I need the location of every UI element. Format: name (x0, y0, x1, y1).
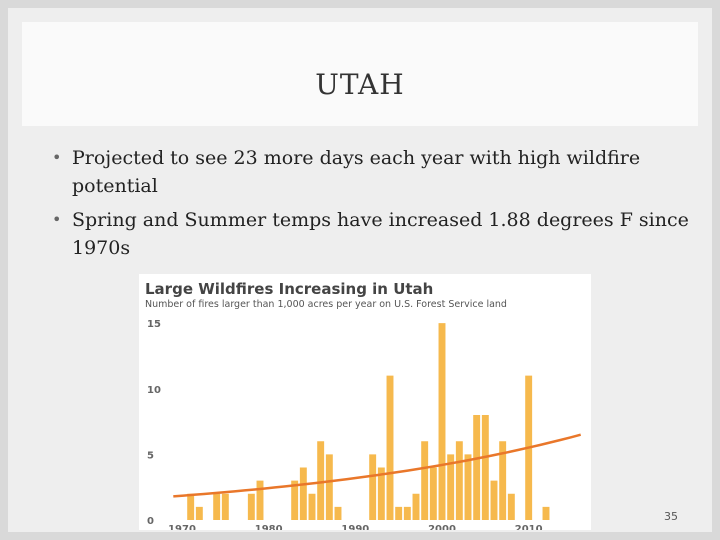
bar-1997 (412, 493, 420, 520)
bullet-dot-icon: • (52, 210, 62, 229)
bar-1998 (421, 441, 429, 520)
chart-subtitle: Number of fires larger than 1,000 acres … (145, 299, 507, 310)
bar-2003 (464, 454, 472, 520)
trend-line (173, 433, 582, 498)
bar-1996 (403, 506, 411, 520)
bar-1979 (256, 480, 264, 520)
bar-1971 (187, 493, 195, 520)
slide-title: UTAH (315, 68, 405, 101)
bar-1986 (317, 441, 325, 520)
bullet-dot-icon: • (52, 148, 62, 167)
bar-1987 (325, 454, 333, 520)
wildfire-chart: 0 5 10 15 1970 1980 1990 2000 2010 Large Wildfir… (139, 274, 591, 530)
bar-2008 (507, 493, 515, 520)
bar-2007 (499, 441, 507, 520)
x-tick-label: 1980 (255, 524, 283, 530)
bar-1984 (299, 467, 307, 520)
bullet-item: • Projected to see 23 more days each year… (52, 144, 692, 200)
title-box: UTAH (22, 22, 698, 126)
bullet-item: • Spring and Summer temps have increased … (52, 206, 692, 262)
y-tick-label: 5 (147, 450, 154, 461)
bar-1999 (429, 467, 437, 520)
bar-2000 (438, 323, 446, 520)
bar-1978 (247, 493, 255, 520)
x-tick-label: 2010 (515, 524, 543, 530)
chart-title: Large Wildfires Increasing in Utah (145, 280, 434, 298)
bar-1992 (369, 454, 377, 520)
x-tick-label: 2000 (428, 524, 456, 530)
bullet-list: • Projected to see 23 more days each year… (52, 144, 692, 268)
bar-1975 (221, 493, 229, 520)
bar-1974 (213, 493, 221, 520)
bullet-text: Spring and Summer temps have increased 1… (72, 209, 689, 259)
bar-2006 (490, 480, 498, 520)
bar-1995 (395, 506, 403, 520)
x-tick-label: 1990 (341, 524, 369, 530)
bar-2001 (447, 454, 455, 520)
y-tick-label: 0 (147, 516, 154, 527)
page-number: 35 (664, 510, 678, 523)
chart-plot: 0 5 10 15 1970 1980 1990 2000 2010 (147, 319, 582, 530)
x-tick-label: 1970 (168, 524, 196, 530)
bar-1983 (291, 480, 299, 520)
slide: UTAH • Projected to see 23 more days each… (8, 8, 712, 532)
bar-1972 (195, 506, 203, 520)
bullet-text: Projected to see 23 more days each year … (72, 147, 641, 197)
y-tick-label: 10 (147, 385, 161, 396)
bar-1988 (334, 506, 342, 520)
bar-2004 (473, 415, 481, 520)
y-tick-label: 15 (147, 319, 161, 330)
bar-2002 (455, 441, 463, 520)
bar-1993 (377, 467, 385, 520)
bar-1985 (308, 493, 316, 520)
bar-2005 (481, 415, 489, 520)
bar-2012 (542, 506, 550, 520)
bar-1994 (386, 375, 394, 520)
